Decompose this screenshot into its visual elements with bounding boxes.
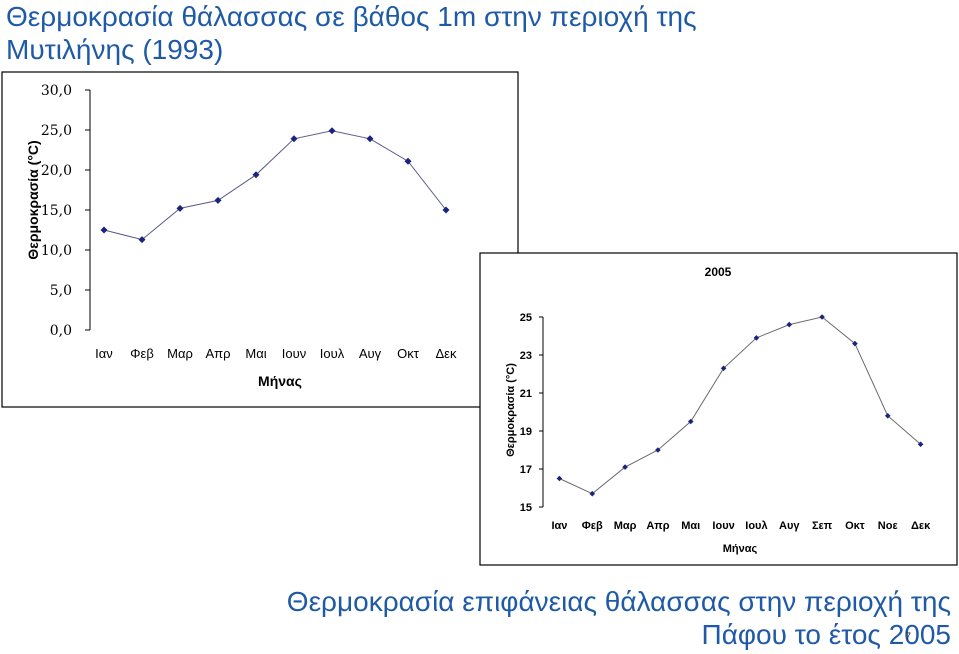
chart-2-data-point <box>622 464 628 470</box>
chart-2-data-point <box>852 340 858 347</box>
chart-2-data-point <box>753 335 760 341</box>
chart-1-x-tick-label: Ιουλ <box>320 346 345 361</box>
chart-2-frame <box>479 252 958 566</box>
chart-1-x-axis-label: Μήνας <box>258 373 302 389</box>
chart-2-x-tick-label: Φεβ <box>582 520 603 532</box>
chart-1-x-tick-label: Ιαν <box>95 346 113 361</box>
chart-1-data-point <box>290 135 298 143</box>
chart-1-y-axis-label: Θερμοκρασία (°C) <box>25 140 41 259</box>
chart-1-data-point <box>366 135 374 143</box>
chart-2-data-point <box>884 413 891 419</box>
chart-2-y-tick-label: 21 <box>520 388 532 400</box>
chart-2-y-tick-label: 19 <box>520 426 532 438</box>
title-bottom-line-2: Πάφου το έτος 2005 <box>701 619 951 650</box>
chart-1-slide-title: Θερμοκρασία θάλασσας σε βάθος 1m στην πε… <box>6 0 906 66</box>
chart-1-y-tick-label: 25,0 <box>41 123 72 139</box>
chart-2-title: 2005 <box>705 265 732 279</box>
chart-1-data-point <box>442 206 450 214</box>
chart-2-y-tick-label: 23 <box>520 350 532 362</box>
chart-1-x-tick-label: Οκτ <box>397 346 420 361</box>
chart-2-x-tick-label: Αυγ <box>779 520 800 532</box>
title-top-line-2: Μυτιλήνης (1993) <box>6 34 224 65</box>
chart-1-y-tick-label: 20,0 <box>41 163 72 179</box>
chart-1-data-point <box>252 171 260 179</box>
chart-2-x-tick-label: Απρ <box>646 520 669 532</box>
chart-2-slide-title: Θερμοκρασία επιφάνειας θάλασσας στην περ… <box>51 585 951 651</box>
chart-1-data-point <box>404 157 412 165</box>
chart-2-x-tick-label: Οκτ <box>845 520 865 532</box>
chart-1-data-point <box>100 226 108 234</box>
chart-2-x-axis-label: Μήνας <box>723 543 758 555</box>
chart-1-x-tick-label: Απρ <box>205 346 230 361</box>
chart-1-y-tick-label: 30,0 <box>41 83 72 99</box>
chart-2-y-axis-label: Θερμοκρασία (°C) <box>505 363 517 457</box>
chart-2-x-tick-label: Ιουλ <box>745 520 767 532</box>
chart-1: 0,0 5,0 10,0 15,0 20,0 25,0 30,0 Ιαν Φεβ Μαρ Απρ Μα… <box>1 71 519 408</box>
chart-2-data-point <box>720 365 727 372</box>
chart-1-series-line <box>103 130 447 241</box>
chart-2-x-tick-label: Νοε <box>878 520 899 532</box>
chart-2-y-tick-label: 25 <box>520 312 532 324</box>
chart-2-x-tick-label: Μαρ <box>614 520 637 532</box>
chart-2-series-line <box>559 316 921 495</box>
chart-2-x-tick-label: Δεκ <box>911 520 931 532</box>
chart-2-y-tick-label: 15 <box>520 502 532 514</box>
chart-1-data-point <box>138 236 146 244</box>
chart-2-data-point <box>786 321 793 328</box>
chart-1-data-point <box>214 196 222 204</box>
chart-2-data-point <box>655 447 661 453</box>
chart-1-data-point <box>328 127 336 135</box>
chart-1-frame <box>1 71 519 408</box>
chart-2-y-tick-label: 17 <box>520 464 532 476</box>
chart-2-x-tick-label: Ιαν <box>551 520 567 532</box>
chart-1-x-tick-label: Δεκ <box>436 346 457 361</box>
chart-2-x-tick-label: Ιουν <box>712 520 734 532</box>
chart-1-y-tick-label: 0,0 <box>50 323 72 339</box>
chart-2-x-tick-label: Σεπ <box>812 520 833 532</box>
chart-1-data-point <box>176 204 184 212</box>
chart-2-data-point <box>687 418 694 425</box>
chart-1-x-tick-label: Φεβ <box>130 346 154 361</box>
chart-2-data-point <box>819 314 825 320</box>
chart-2-x-tick-label: Μαι <box>681 520 700 532</box>
chart-1-x-tick-label: Μαι <box>245 346 266 361</box>
chart-2-data-point <box>589 490 596 497</box>
chart-1-y-tick-label: 5,0 <box>50 283 72 299</box>
chart-2-data-point <box>556 475 563 482</box>
chart-1-x-tick-label: Αυγ <box>359 346 382 361</box>
chart-2: 2005 15 17 19 21 23 25 Ιαν Φεβ Μαρ Απρ Μαι Ιουν Ιουλ Α… <box>479 252 958 566</box>
chart-1-y-tick-label: 10,0 <box>41 243 72 259</box>
chart-1-x-tick-label: Μαρ <box>167 346 193 361</box>
slide-number: 7 <box>905 631 912 643</box>
chart-1-x-tick-label: Ιουν <box>282 346 306 361</box>
title-bottom-line-1: Θερμοκρασία επιφάνειας θάλασσας στην περ… <box>286 586 951 617</box>
title-top-line-1: Θερμοκρασία θάλασσας σε βάθος 1m στην πε… <box>6 1 697 32</box>
chart-2-data-point <box>917 441 924 448</box>
chart-1-y-tick-label: 15,0 <box>41 203 72 219</box>
